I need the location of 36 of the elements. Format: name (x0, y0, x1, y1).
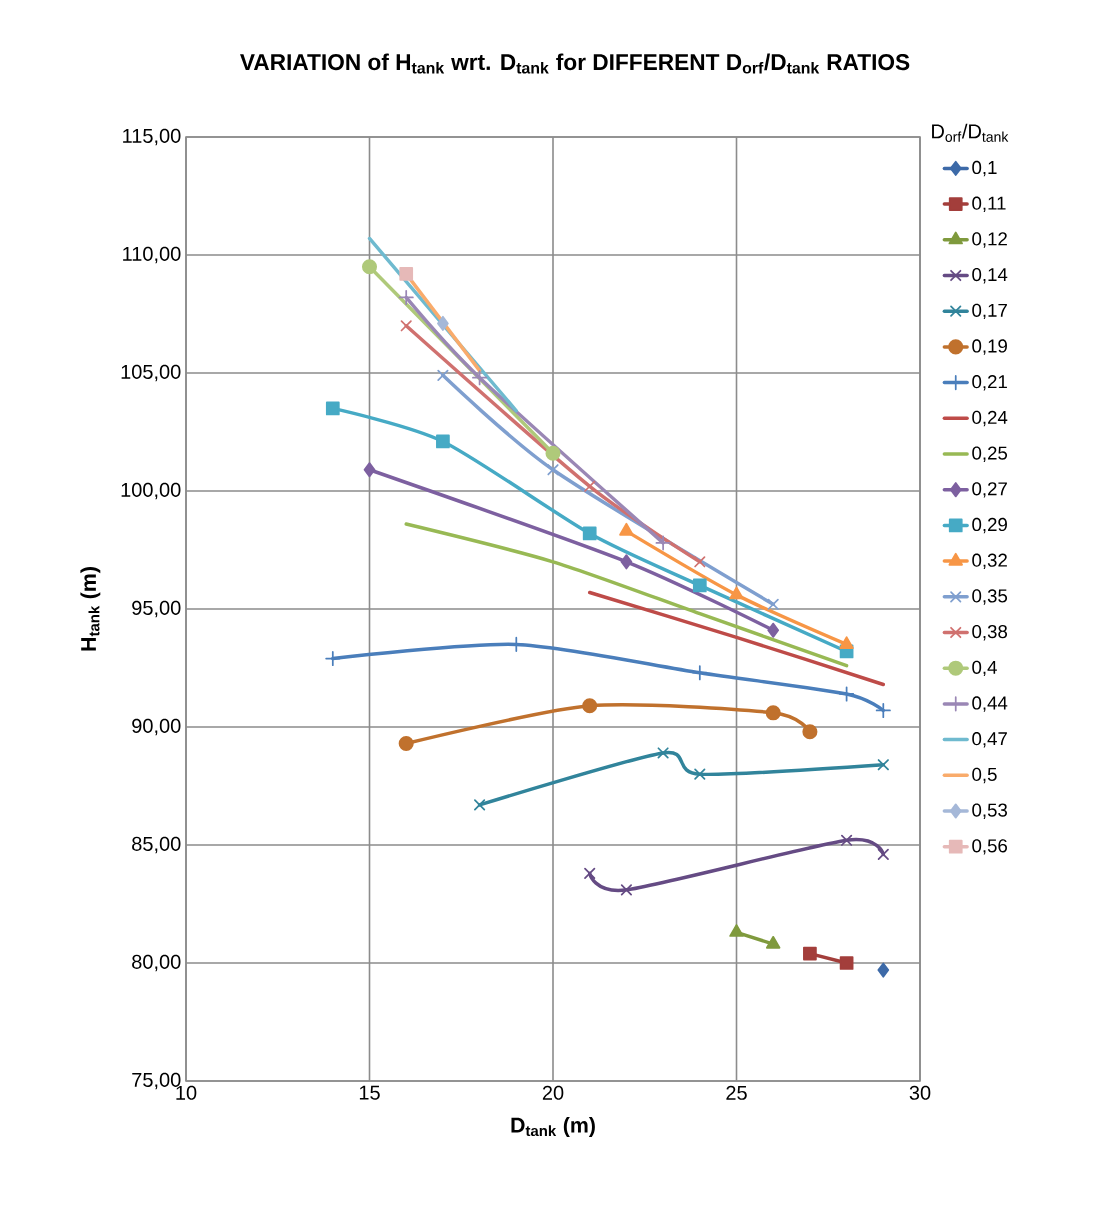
y-axis-title: H$_{tank}$ (m) (80, 567, 101, 651)
x-axis-title: D$_{tank}$ (m) (511, 1117, 595, 1137)
legend-label: 0,29 (972, 517, 1007, 534)
legend-label: 0,32 (972, 553, 1007, 569)
legend-label: 0,25 (972, 446, 1008, 462)
x-tick-label: 20 (542, 1085, 564, 1100)
legend-label: 0,44 (972, 696, 1008, 712)
y-tick-label: 80,00 (132, 954, 181, 972)
legend-label: 0,53 (972, 803, 1008, 819)
y-tick-label: 115,00 (123, 128, 181, 146)
chart-title: VARIATION of H$_{tank}$ wrt. D$_{tank}$ for DIFFERENT D$_{orf}$/D$_{tank}$ RATIOS (240, 53, 910, 74)
x-tick-label: 25 (726, 1085, 747, 1100)
legend-label: 0,27 (972, 482, 1007, 498)
legend-label: 0,5 (972, 767, 997, 784)
legend-label: 0,1 (972, 160, 997, 177)
y-tick-label: 110,00 (123, 246, 181, 264)
legend-label: 0,11 (972, 196, 1006, 212)
legend-label: 0,56 (972, 839, 1008, 855)
y-tick-label: 95,00 (132, 600, 181, 618)
legend-label: 0,24 (972, 410, 1008, 427)
legend-label: 0,21 (972, 375, 1007, 391)
x-tick-label: 15 (359, 1085, 380, 1100)
legend-label: 0,17 (972, 303, 1007, 320)
legend-label: 0,19 (972, 339, 1007, 355)
legend-label: 0,35 (972, 589, 1008, 605)
legend-label: 0,12 (972, 232, 1007, 248)
legend-label: 0,47 (972, 732, 1007, 748)
y-tick-label: 85,00 (132, 836, 181, 854)
y-tick-label: 90,00 (132, 718, 181, 736)
legend-label: 0,4 (972, 660, 997, 677)
y-tick-label: 100,00 (121, 482, 181, 500)
legend-title: D$_{orf}$/D$_{tank}$ (932, 123, 1009, 142)
legend-label: 0,14 (972, 267, 1008, 284)
y-tick-label: 105,00 (121, 364, 181, 382)
legend-label: 0,38 (972, 624, 1008, 641)
x-tick-label: 30 (909, 1085, 931, 1100)
